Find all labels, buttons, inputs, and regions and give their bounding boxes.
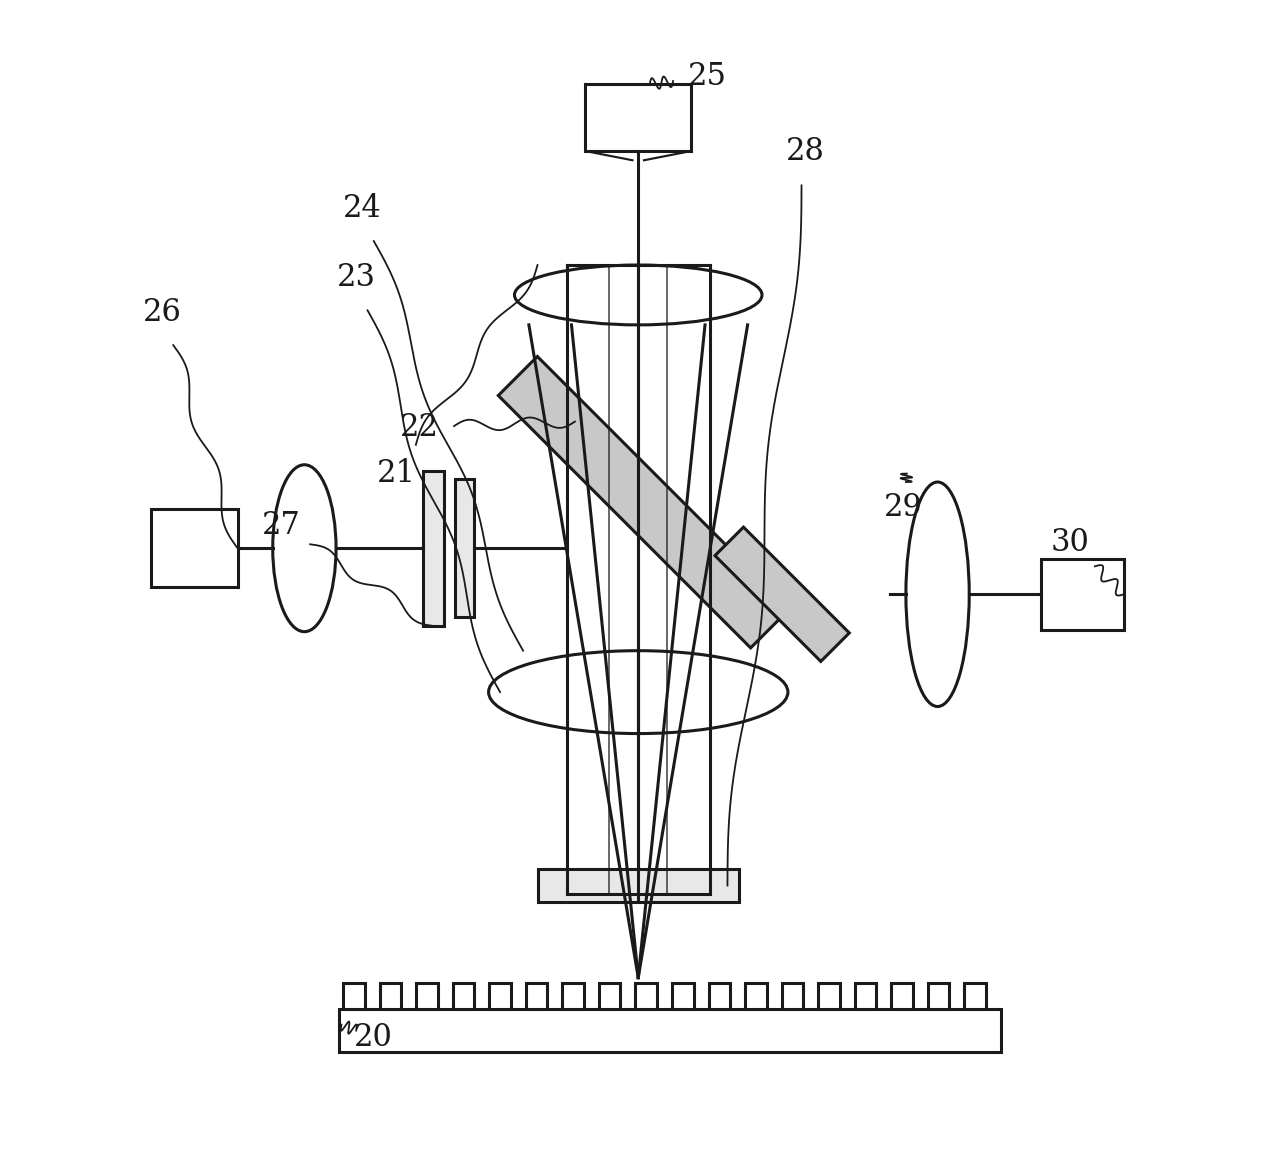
Ellipse shape [273, 465, 336, 631]
Text: 20: 20 [354, 1022, 393, 1052]
Text: 26: 26 [143, 297, 182, 328]
Bar [1041, 559, 1124, 630]
Bar [891, 983, 913, 1009]
Bar [635, 983, 657, 1009]
Bar [489, 983, 511, 1009]
Bar [343, 983, 365, 1009]
Bar [453, 983, 474, 1009]
Ellipse shape [514, 265, 762, 325]
Bar [782, 983, 804, 1009]
Text: 22: 22 [401, 412, 439, 443]
Bar [744, 983, 766, 1009]
Bar [708, 983, 730, 1009]
Bar [927, 983, 949, 1009]
Bar [416, 983, 438, 1009]
Bar [585, 84, 692, 151]
Bar [526, 983, 547, 1009]
Ellipse shape [488, 651, 788, 734]
Text: 25: 25 [688, 61, 726, 91]
Text: 23: 23 [336, 262, 376, 293]
Polygon shape [715, 527, 849, 661]
Polygon shape [498, 357, 790, 647]
Bar [380, 983, 402, 1009]
Bar [855, 983, 876, 1009]
Bar [672, 983, 693, 1009]
Bar [563, 983, 583, 1009]
Bar [422, 471, 443, 625]
Ellipse shape [905, 482, 970, 706]
Bar [339, 1009, 1001, 1052]
Text: 30: 30 [1051, 527, 1090, 559]
Bar [537, 869, 739, 901]
Bar [599, 983, 621, 1009]
Text: 27: 27 [261, 510, 301, 541]
Bar [151, 509, 237, 587]
Bar [818, 983, 840, 1009]
Text: 24: 24 [343, 193, 381, 224]
Bar [965, 983, 985, 1009]
Bar [455, 479, 474, 617]
Text: 21: 21 [377, 458, 416, 489]
Text: 29: 29 [884, 493, 922, 524]
Text: 28: 28 [786, 135, 824, 166]
